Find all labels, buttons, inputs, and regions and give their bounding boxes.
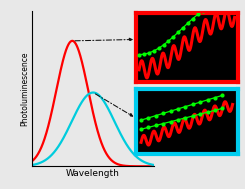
Y-axis label: Photoluminescence: Photoluminescence <box>20 52 29 126</box>
X-axis label: Wavelength: Wavelength <box>66 169 120 178</box>
